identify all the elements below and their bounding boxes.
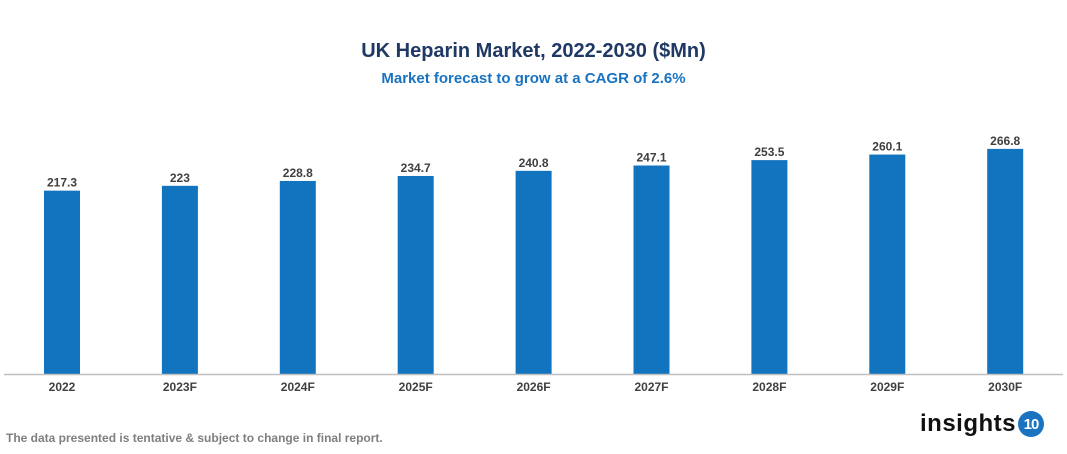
- x-tick-label: 2027F: [634, 380, 668, 394]
- bar: [751, 160, 788, 374]
- bar: [515, 170, 552, 374]
- data-label: 223: [170, 171, 190, 185]
- data-label: 260.1: [872, 140, 902, 154]
- data-label: 228.8: [283, 166, 313, 180]
- bar: [869, 154, 906, 374]
- logo-text: insights: [920, 410, 1017, 437]
- bar: [987, 148, 1024, 374]
- bar: [44, 190, 80, 374]
- data-label: 234.7: [401, 161, 431, 175]
- logo-badge: 10: [1018, 411, 1045, 437]
- x-tick-label: 2029F: [870, 380, 904, 394]
- chart-title: UK Heparin Market, 2022-2030 ($Mn): [361, 40, 706, 62]
- x-tick-label: 2026F: [517, 380, 551, 394]
- bar: [397, 175, 434, 374]
- x-tick-label: 2022: [49, 380, 76, 394]
- data-label: 240.8: [519, 156, 549, 170]
- chart-subtitle: Market forecast to grow at a CAGR of 2.6…: [381, 70, 686, 87]
- data-label: 253.5: [754, 145, 784, 159]
- x-tick-label: 2028F: [752, 380, 786, 394]
- data-label: 217.3: [47, 176, 77, 190]
- bar: [161, 185, 198, 374]
- bar: [633, 165, 670, 374]
- data-label: 247.1: [636, 151, 666, 165]
- data-label: 266.8: [990, 134, 1020, 148]
- footnote: The data presented is tentative & subjec…: [6, 431, 383, 445]
- x-tick-label: 2024F: [281, 380, 315, 394]
- bar-chart: 217.3 2022 223 2023F 228.8 2024F 234.7 2025F 240…: [4, 134, 1063, 394]
- bar: [279, 180, 316, 374]
- x-tick-label: 2030F: [988, 380, 1022, 394]
- x-tick-label: 2023F: [163, 380, 197, 394]
- insights10-logo: insights 10: [920, 410, 1045, 438]
- x-tick-label: 2025F: [399, 380, 433, 394]
